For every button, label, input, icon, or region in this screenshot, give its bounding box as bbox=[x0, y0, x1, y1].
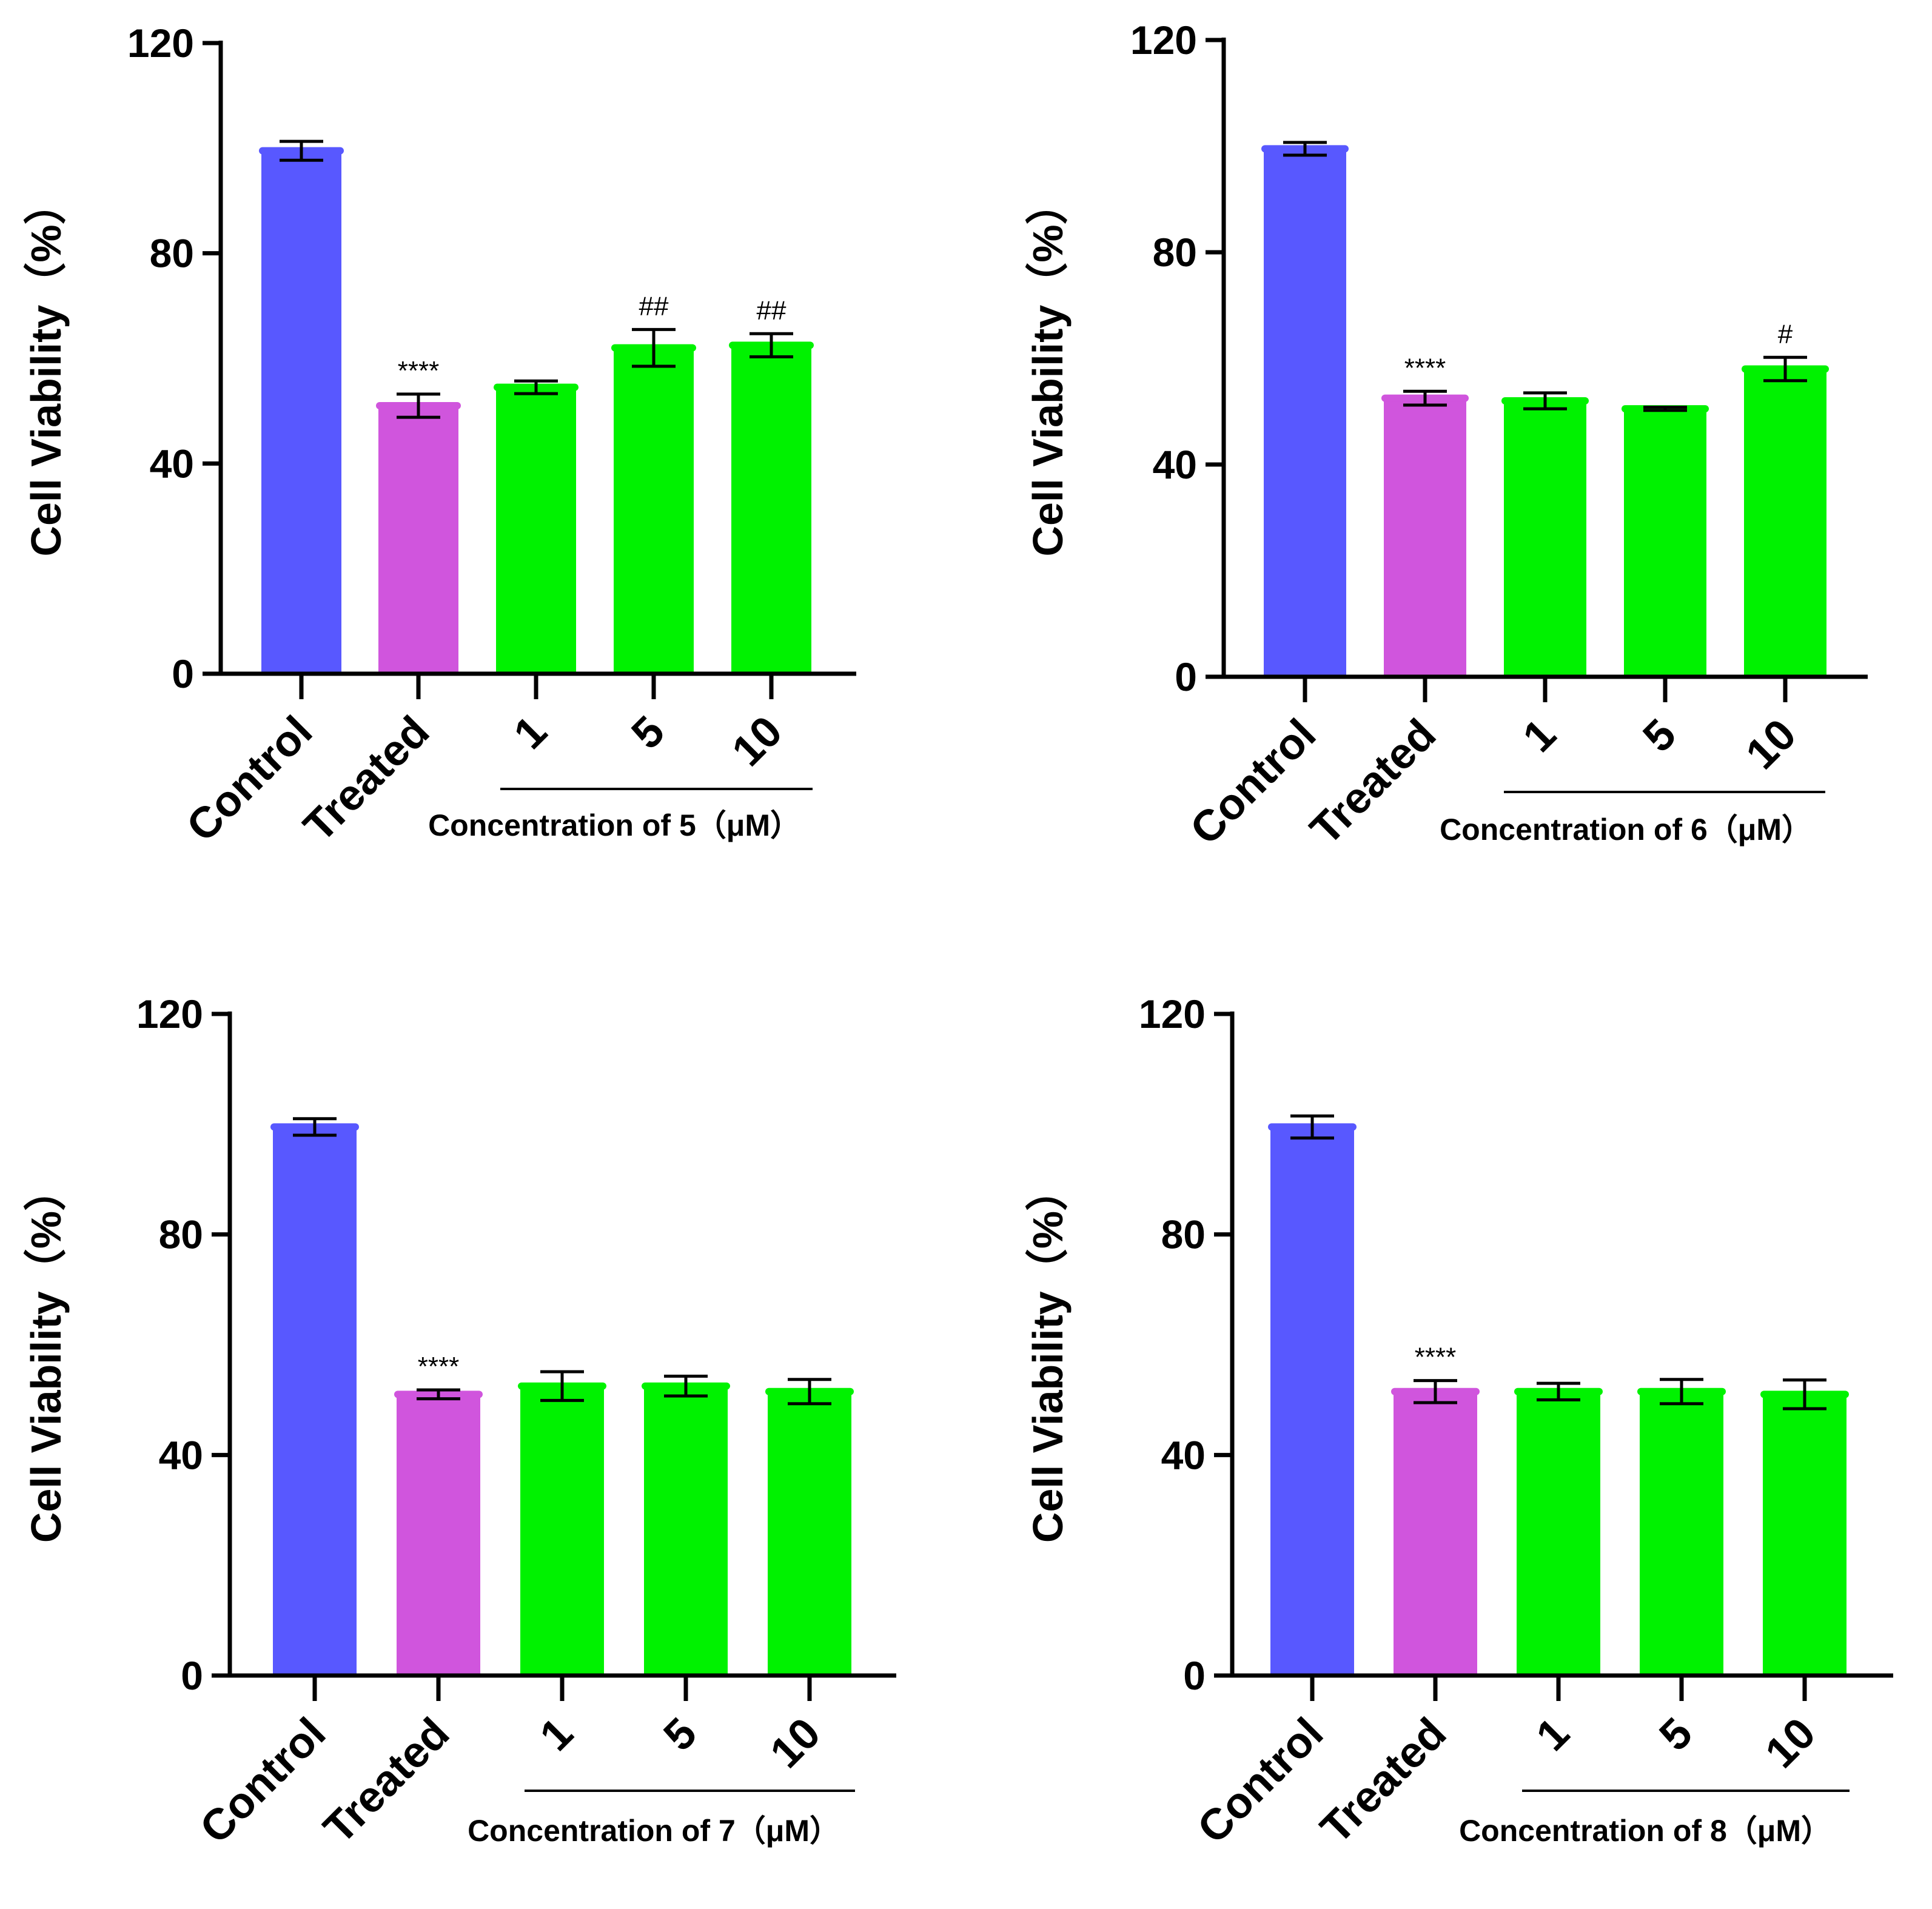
error-bar bbox=[397, 392, 440, 419]
x-tick-label: 1 bbox=[505, 707, 556, 759]
group-label: Concentration of 6（μM） bbox=[1440, 813, 1812, 847]
x-tick-label: 10 bbox=[1756, 1709, 1825, 1777]
error-bar bbox=[1414, 1379, 1457, 1404]
x-tick-label: Control bbox=[178, 707, 322, 851]
bar-treated bbox=[378, 406, 458, 674]
y-tick-label: 80 bbox=[159, 1212, 203, 1257]
y-axis-label: Cell Viability（%） bbox=[22, 182, 70, 556]
error-bar bbox=[1283, 141, 1327, 157]
error-bar bbox=[788, 1378, 831, 1406]
x-tick-label: Control bbox=[1189, 1709, 1333, 1853]
group-label: Concentration of 8（μM） bbox=[1459, 1814, 1831, 1848]
group-label: Concentration of 5（μM） bbox=[428, 808, 800, 842]
significance-marker: **** bbox=[418, 1352, 460, 1381]
significance-marker: # bbox=[1778, 319, 1793, 349]
y-axis-label: Cell Viability（%） bbox=[1024, 1169, 1072, 1543]
y-tick-label: 0 bbox=[1183, 1653, 1206, 1698]
error-bar bbox=[514, 379, 558, 395]
x-tick-label: 5 bbox=[622, 707, 674, 759]
error-bar bbox=[1660, 1378, 1703, 1406]
error-bar bbox=[1643, 406, 1687, 412]
bar-control bbox=[1270, 1127, 1354, 1676]
y-tick-label: 40 bbox=[1161, 1432, 1206, 1477]
y-tick-label: 80 bbox=[1161, 1212, 1206, 1257]
error-bar bbox=[293, 1117, 337, 1137]
error-bar bbox=[280, 139, 323, 162]
y-axis-label: Cell Viability（%） bbox=[22, 1169, 70, 1543]
group-label: Concentration of 7（μM） bbox=[468, 1814, 840, 1848]
bar-control bbox=[273, 1127, 357, 1676]
bar-1 bbox=[1517, 1391, 1600, 1676]
error-bar bbox=[1763, 355, 1807, 383]
x-tick-label: 5 bbox=[1634, 710, 1685, 762]
error-bar bbox=[664, 1374, 708, 1398]
y-tick-label: 120 bbox=[1139, 991, 1206, 1036]
y-tick-label: 0 bbox=[181, 1653, 203, 1698]
y-tick-label: 40 bbox=[150, 441, 194, 486]
error-bar bbox=[1537, 1381, 1580, 1401]
x-tick-label: Treated bbox=[1301, 710, 1446, 854]
bar-1 bbox=[520, 1386, 604, 1676]
significance-marker: **** bbox=[398, 356, 440, 386]
y-tick-label: 40 bbox=[1153, 442, 1197, 487]
x-tick-label: 5 bbox=[654, 1709, 706, 1760]
x-tick-label: 10 bbox=[723, 707, 791, 776]
error-bar bbox=[540, 1370, 584, 1402]
bar-5 bbox=[614, 347, 694, 674]
bar-control bbox=[1264, 149, 1346, 677]
x-tick-label: 1 bbox=[531, 1709, 582, 1760]
bar-10 bbox=[768, 1391, 851, 1676]
bar-treated bbox=[397, 1394, 480, 1676]
bar-1 bbox=[1504, 401, 1586, 677]
significance-marker: **** bbox=[1415, 1343, 1457, 1372]
error-bar bbox=[417, 1388, 460, 1401]
bar-treated bbox=[1394, 1391, 1477, 1676]
bar-10 bbox=[1744, 369, 1826, 677]
x-tick-label: 10 bbox=[1737, 710, 1805, 779]
bar-5 bbox=[644, 1386, 728, 1676]
x-tick-label: 10 bbox=[761, 1709, 830, 1777]
bar-5 bbox=[1640, 1391, 1723, 1676]
bar-10 bbox=[1763, 1394, 1846, 1676]
error-bar bbox=[632, 327, 676, 368]
error-bar bbox=[1523, 391, 1567, 411]
y-tick-label: 0 bbox=[1175, 654, 1197, 699]
significance-marker: **** bbox=[1404, 353, 1446, 383]
y-tick-label: 0 bbox=[172, 651, 194, 696]
error-bar bbox=[750, 332, 793, 358]
bar-1 bbox=[496, 387, 576, 674]
x-tick-label: Treated bbox=[1312, 1709, 1456, 1853]
error-bar bbox=[1403, 389, 1447, 407]
y-tick-label: 80 bbox=[150, 231, 194, 276]
error-bar bbox=[1290, 1114, 1334, 1140]
x-tick-label: 1 bbox=[1514, 710, 1565, 762]
x-tick-label: Control bbox=[191, 1709, 335, 1853]
bar-10 bbox=[731, 345, 811, 674]
significance-marker: ## bbox=[757, 295, 787, 325]
x-tick-label: Treated bbox=[295, 707, 439, 851]
bar-5 bbox=[1624, 409, 1706, 677]
x-tick-label: Control bbox=[1181, 710, 1326, 854]
y-tick-label: 120 bbox=[1130, 18, 1197, 62]
x-tick-label: Treated bbox=[315, 1709, 459, 1853]
x-tick-label: 5 bbox=[1650, 1709, 1702, 1760]
y-tick-label: 120 bbox=[136, 991, 203, 1036]
y-tick-label: 120 bbox=[127, 21, 194, 65]
y-axis-label: Cell Viability（%） bbox=[1024, 182, 1072, 556]
y-tick-label: 80 bbox=[1153, 230, 1197, 275]
significance-marker: ## bbox=[639, 291, 669, 321]
bar-control bbox=[261, 150, 341, 674]
y-tick-label: 40 bbox=[159, 1432, 203, 1477]
bar-treated bbox=[1384, 398, 1466, 677]
x-tick-label: 1 bbox=[1527, 1709, 1578, 1760]
error-bar bbox=[1783, 1378, 1826, 1411]
